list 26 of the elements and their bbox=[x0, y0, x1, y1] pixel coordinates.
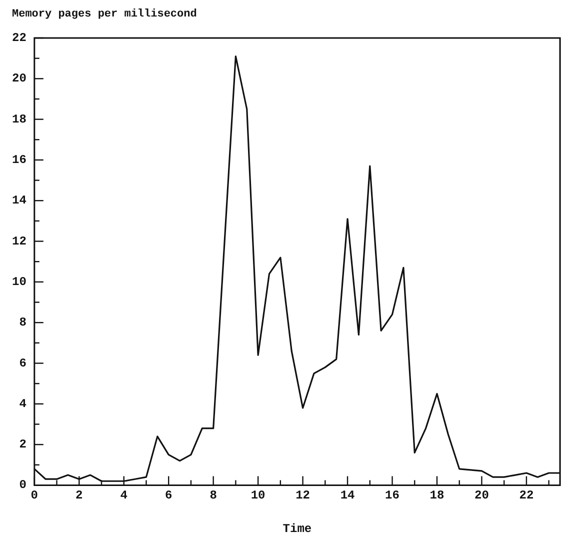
x-tick-label: 18 bbox=[430, 488, 444, 502]
y-axis-title: Memory pages per millisecond bbox=[12, 8, 197, 20]
x-tick-label: 0 bbox=[30, 488, 38, 502]
x-tick-label: 14 bbox=[340, 488, 355, 502]
y-tick-label: 20 bbox=[12, 72, 26, 86]
y-tick-label: 16 bbox=[12, 152, 26, 167]
x-axis-title: Time bbox=[282, 522, 312, 536]
x-tick-label: 16 bbox=[385, 488, 400, 502]
x-tick-label: 10 bbox=[250, 488, 266, 502]
y-tick-label: 8 bbox=[19, 316, 26, 330]
y-tick-label: 12 bbox=[12, 234, 26, 248]
y-tick-label: 18 bbox=[12, 112, 26, 126]
y-tick-label: 10 bbox=[12, 274, 26, 289]
x-tick-label: 8 bbox=[210, 488, 217, 502]
x-tick-label: 20 bbox=[474, 488, 489, 502]
y-tick-label: 14 bbox=[12, 194, 26, 208]
y-tick-label: 6 bbox=[19, 356, 26, 370]
x-tick-label: 12 bbox=[296, 488, 310, 502]
y-tick-label: 4 bbox=[19, 396, 26, 411]
y-tick-label: 0 bbox=[19, 478, 26, 492]
y-tick-label: 2 bbox=[19, 438, 26, 452]
x-tick-label: 2 bbox=[76, 488, 83, 502]
x-tick-label: 22 bbox=[519, 488, 534, 502]
x-tick-label: 6 bbox=[164, 488, 172, 502]
x-tick-label: 4 bbox=[120, 488, 128, 502]
y-tick-label: 22 bbox=[12, 31, 26, 46]
